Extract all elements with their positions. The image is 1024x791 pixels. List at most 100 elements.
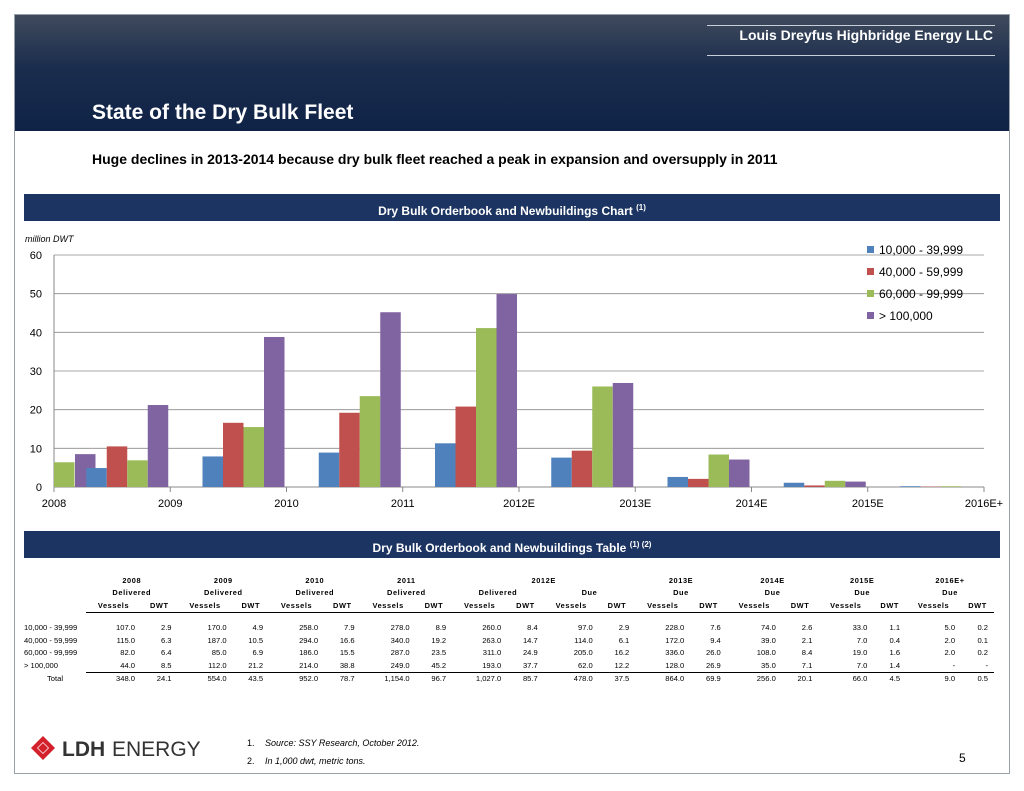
table-header-sup: (1) (2) bbox=[629, 540, 652, 549]
table-cell: 7.0 bbox=[818, 659, 874, 673]
table-total-cell: 4.5 bbox=[889, 674, 901, 684]
table-subcol-header: Vessels bbox=[906, 599, 962, 613]
table-status-header: Delivered bbox=[203, 588, 243, 598]
table-total-cell: 43.5 bbox=[248, 674, 264, 684]
slide-frame bbox=[14, 14, 1010, 774]
table-cell: 2.9 bbox=[618, 623, 630, 633]
table-subcol-header: Vessels bbox=[86, 599, 142, 613]
logo-text-bold: LDH bbox=[62, 738, 105, 761]
table-cell: 33.0 bbox=[852, 623, 868, 633]
table-cell: 37.7 bbox=[507, 659, 544, 673]
bar bbox=[824, 480, 846, 487]
bar bbox=[941, 486, 962, 487]
table-cell: 16.6 bbox=[339, 635, 355, 645]
table-subcol-header: DWT bbox=[690, 599, 727, 613]
table-cell: 8.5 bbox=[141, 659, 178, 673]
chart-header-text: Dry Bulk Orderbook and Newbuildings Char… bbox=[378, 204, 633, 218]
table-subcol-header: DWT bbox=[232, 599, 270, 613]
chart-header-sup: (1) bbox=[636, 203, 646, 212]
table-total-cell: 478.0 bbox=[573, 674, 593, 684]
table-year-header: 2008 bbox=[122, 575, 142, 585]
table-corner bbox=[24, 599, 86, 612]
table-row: > 100,000 44.0 8.5 112.0 21.2 214.0 38.8 249.0 4… bbox=[24, 659, 994, 673]
table-year-header: 2010 bbox=[305, 575, 325, 585]
legend-swatch bbox=[867, 268, 874, 275]
x-tick-label: 2012E bbox=[503, 498, 535, 510]
company-name: Louis Dreyfus Highbridge Energy LLC bbox=[739, 27, 993, 43]
bar bbox=[783, 482, 805, 487]
ldh-energy-logo: LDH ENERGY bbox=[31, 736, 201, 761]
y-axis-label: million DWT bbox=[25, 234, 75, 244]
table-total-cell: 348.0 bbox=[116, 674, 136, 684]
bar bbox=[318, 452, 340, 487]
table-cell: 12.2 bbox=[598, 659, 636, 673]
table-total-cell: 952.0 bbox=[299, 674, 319, 684]
table-status-header: Due bbox=[942, 588, 958, 598]
table-cell: 9.4 bbox=[710, 635, 721, 645]
bar bbox=[708, 454, 729, 487]
table-total-cell: 554.0 bbox=[207, 674, 227, 684]
table-year-header: 2012E bbox=[531, 575, 556, 585]
table-total-cell: 85.7 bbox=[522, 674, 538, 684]
table-year-row: 2008 2009 2010 2011 2012E 2013E 2014E 2015E 2016… bbox=[24, 574, 994, 587]
orderbook-bar-chart: million DWT 0 10 20 30 40 50 60 2008 2009 2010 2011… bbox=[25, 234, 1003, 510]
table-cell: 128.0 bbox=[635, 659, 691, 673]
x-tick-label: 2014E bbox=[736, 498, 768, 510]
footnote-2: 2. In 1,000 dwt, metric tons. bbox=[247, 756, 366, 766]
table-gap-row bbox=[24, 612, 994, 622]
table-cell: 311.0 bbox=[482, 648, 502, 658]
table-total-cell: 96.7 bbox=[431, 674, 447, 684]
table-cell: 1.4 bbox=[873, 659, 907, 673]
table-cell: 8.9 bbox=[435, 623, 447, 633]
table-cell: 4.9 bbox=[252, 623, 264, 633]
table-subcol-header: DWT bbox=[598, 599, 636, 613]
bar bbox=[54, 462, 75, 487]
bar bbox=[147, 405, 169, 487]
table-cell: 97.0 bbox=[577, 623, 593, 633]
table-status-header: Delivered bbox=[112, 588, 152, 598]
table-row-label: 10,000 - 39,999 bbox=[24, 623, 78, 633]
table-cell: 7.9 bbox=[344, 623, 355, 633]
table-subcol-header: DWT bbox=[415, 599, 453, 613]
table-status-row: Delivered Delivered Delivered Delivered Deli… bbox=[24, 587, 994, 600]
table-cell: 21.2 bbox=[232, 659, 270, 673]
legend-swatch bbox=[867, 312, 874, 319]
x-tick-label: 2016E+ bbox=[965, 498, 1003, 510]
table-cell: 2.9 bbox=[160, 623, 172, 633]
y-tick-label: 0 bbox=[36, 482, 42, 494]
table-cell: 38.8 bbox=[324, 659, 361, 673]
table-subcol-header: Vessels bbox=[452, 599, 508, 613]
bar bbox=[455, 406, 476, 487]
table-cell: 7.1 bbox=[781, 659, 819, 673]
table-cell: 44.0 bbox=[86, 659, 142, 673]
footnote-1: 1. Source: SSY Research, October 2012. bbox=[247, 738, 420, 748]
table-total-cell: 1,154.0 bbox=[384, 674, 410, 684]
table-cell: 5.0 bbox=[944, 623, 956, 633]
y-tick-label: 20 bbox=[30, 405, 42, 417]
company-rule-bottom bbox=[707, 55, 995, 56]
orderbook-table-wrap: 2008 2009 2010 2011 2012E 2013E 2014E 2015E 2016… bbox=[24, 574, 1000, 685]
table-cell: 26.0 bbox=[706, 648, 721, 658]
legend-label: 40,000 - 59,999 bbox=[879, 265, 963, 279]
logo-diamond-mark bbox=[31, 736, 55, 760]
table-total-label: Total bbox=[46, 674, 64, 683]
table-cell: 263.0 bbox=[482, 635, 502, 645]
legend-label: > 100,000 bbox=[879, 309, 933, 323]
table-cell: 15.5 bbox=[339, 648, 355, 658]
table-cell: 260.0 bbox=[482, 623, 502, 633]
table-row-label: > 100,000 bbox=[24, 661, 58, 670]
table-cell: 16.2 bbox=[614, 648, 630, 658]
orderbook-table: 2008 2009 2010 2011 2012E 2013E 2014E 2015E 2016… bbox=[24, 574, 994, 685]
table-cell: 115.0 bbox=[116, 635, 136, 645]
table-cell: 19.0 bbox=[852, 648, 868, 658]
table-total-cell: 66.0 bbox=[852, 674, 868, 684]
table-total-cell: 24.1 bbox=[156, 674, 172, 684]
table-cell: 258.0 bbox=[299, 623, 319, 633]
y-tick-label: 30 bbox=[30, 366, 42, 378]
table-status-header: Delivered bbox=[478, 588, 518, 598]
table-total-cell: 78.7 bbox=[339, 674, 355, 684]
table-cell: 6.9 bbox=[252, 648, 264, 658]
bar bbox=[804, 485, 825, 487]
table-cell: 23.5 bbox=[431, 648, 447, 658]
logo-diamond-center bbox=[38, 743, 48, 753]
